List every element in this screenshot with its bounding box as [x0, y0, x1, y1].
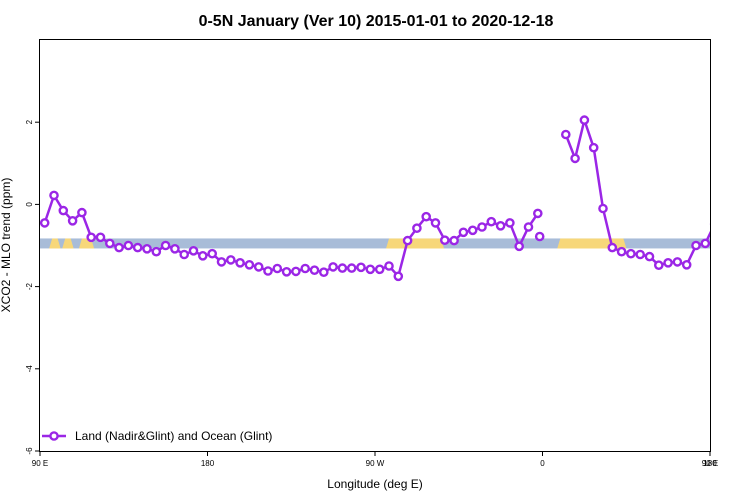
y-tick-label: 2 — [25, 119, 34, 124]
data-point — [739, 216, 746, 223]
x-tick-label: 0 — [540, 459, 545, 468]
data-point — [116, 244, 123, 251]
data-point — [227, 256, 234, 263]
data-point — [665, 259, 672, 266]
y-tick-label: 0 — [25, 202, 34, 207]
data-point — [637, 251, 644, 258]
data-point — [60, 207, 67, 214]
data-point — [534, 210, 541, 217]
data-point — [655, 262, 662, 269]
y-axis-label: XCO2 - MLO trend (ppm) — [0, 178, 13, 313]
data-point — [702, 240, 709, 247]
data-point — [536, 233, 543, 240]
data-point — [134, 244, 141, 251]
data-point — [320, 269, 327, 276]
land-band-segment — [732, 238, 740, 248]
data-point — [171, 245, 178, 252]
data-point — [181, 251, 188, 258]
data-point — [590, 144, 597, 151]
data-point — [599, 205, 606, 212]
data-point — [609, 244, 616, 251]
data-point — [516, 243, 523, 250]
data-point — [451, 237, 458, 244]
data-point — [730, 208, 737, 215]
chart-title: 0-5N January (Ver 10) 2015-01-01 to 2020… — [199, 13, 554, 30]
data-point — [720, 192, 727, 199]
data-point — [246, 261, 253, 268]
y-tick-label: -4 — [25, 365, 34, 373]
y-axis: -6 -4 -2 0 2 — [25, 119, 40, 454]
data-point — [581, 117, 588, 124]
data-point — [357, 264, 364, 271]
data-point — [153, 248, 160, 255]
data-point — [106, 240, 113, 247]
data-point — [274, 265, 281, 272]
data-point — [162, 242, 169, 249]
data-point — [404, 237, 411, 244]
data-point — [423, 213, 430, 220]
data-point — [302, 265, 309, 272]
data-point — [627, 250, 634, 257]
data-point — [692, 242, 699, 249]
data-point — [376, 266, 383, 273]
data-point — [506, 219, 513, 226]
data-point — [125, 242, 132, 249]
data-point — [646, 253, 653, 260]
data-point — [348, 265, 355, 272]
data-point — [562, 131, 569, 138]
legend: Land (Nadir&Glint) and Ocean (Glint) — [42, 429, 272, 443]
x-axis-label: Longitude (deg E) — [327, 477, 422, 491]
data-point — [237, 259, 244, 266]
data-point — [674, 258, 681, 265]
data-point — [432, 219, 439, 226]
land-band-segment — [386, 238, 444, 248]
data-point — [339, 265, 346, 272]
data-point — [330, 263, 337, 270]
data-point — [488, 218, 495, 225]
data-point — [69, 217, 76, 224]
data-point — [572, 155, 579, 162]
data-point — [88, 234, 95, 241]
legend-marker-swatch — [50, 432, 57, 439]
data-point — [711, 221, 718, 228]
data-point — [441, 237, 448, 244]
data-point — [618, 248, 625, 255]
series-layer — [41, 117, 750, 280]
data-point — [311, 267, 318, 274]
x-tick-label: 180 — [201, 459, 215, 468]
data-point — [209, 250, 216, 257]
x-tick-label: 90 E — [32, 459, 48, 468]
data-point — [78, 209, 85, 216]
data-point — [41, 219, 48, 226]
data-point — [460, 229, 467, 236]
data-point — [469, 227, 476, 234]
data-point — [199, 252, 206, 259]
data-point — [292, 268, 299, 275]
data-point — [367, 266, 374, 273]
y-tick-label: -2 — [25, 282, 34, 290]
x-tick-label: 180 — [703, 459, 717, 468]
data-point — [683, 261, 690, 268]
x-tick-label: 90 W — [366, 459, 385, 468]
data-point — [264, 267, 271, 274]
data-point — [190, 247, 197, 254]
data-point — [497, 222, 504, 229]
data-point — [97, 234, 104, 241]
data-point — [385, 262, 392, 269]
data-point — [413, 225, 420, 232]
land-band-segment — [745, 238, 750, 248]
data-point — [50, 192, 57, 199]
legend-label: Land (Nadir&Glint) and Ocean (Glint) — [75, 429, 272, 443]
data-point — [478, 223, 485, 230]
data-point — [255, 263, 262, 270]
data-point — [143, 245, 150, 252]
y-tick-label: -6 — [25, 447, 34, 455]
data-point — [283, 268, 290, 275]
data-point — [395, 273, 402, 280]
data-point — [525, 223, 532, 230]
data-point — [218, 258, 225, 265]
